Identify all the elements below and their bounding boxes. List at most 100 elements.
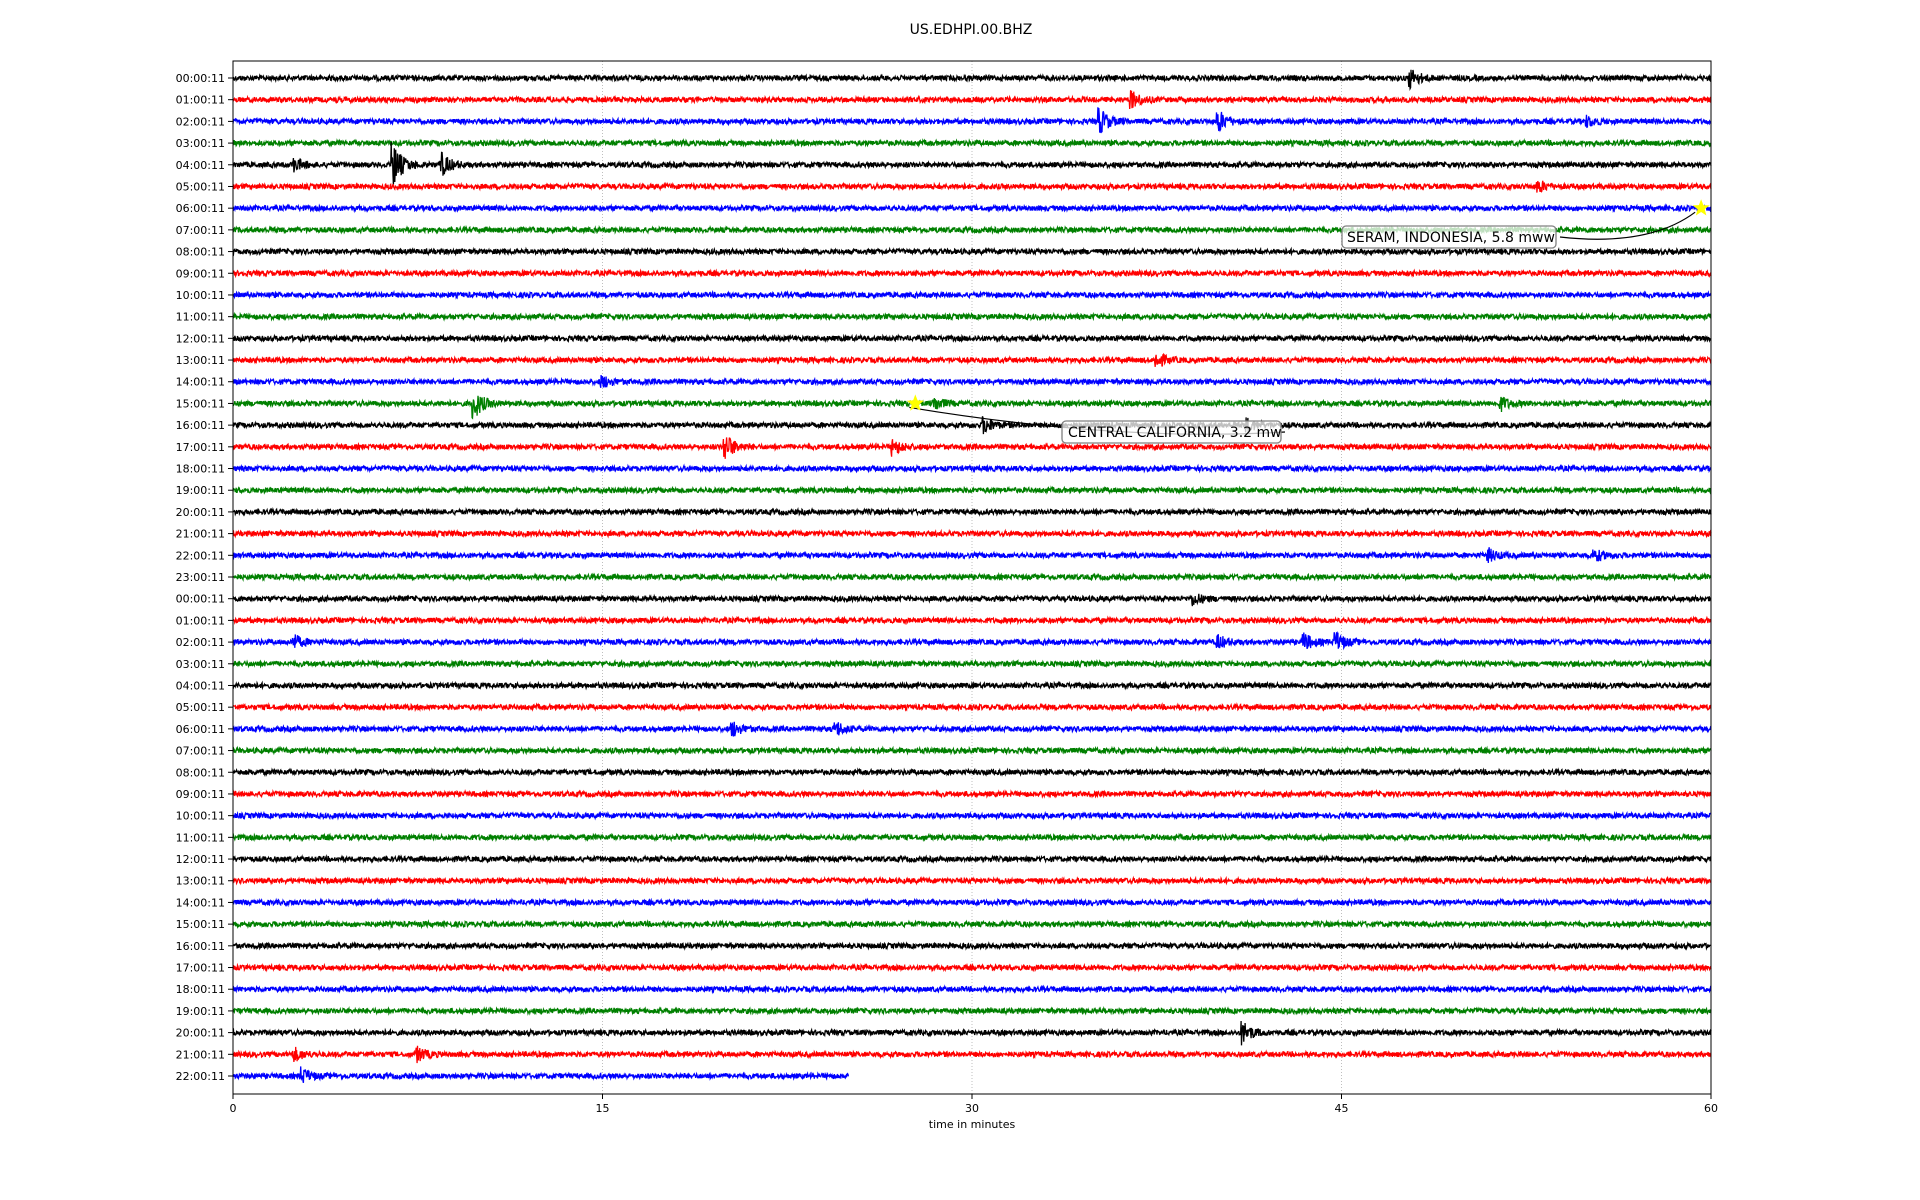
- seismic-trace: [232, 1005, 1712, 1016]
- y-tick-label: 16:00:11: [176, 419, 225, 432]
- x-tick-label: 60: [1704, 1102, 1718, 1115]
- y-tick-label: 07:00:11: [176, 745, 225, 758]
- seismic-trace: [232, 984, 1712, 995]
- y-tick-label: 08:00:11: [176, 246, 225, 259]
- y-tick-label: 20:00:11: [176, 506, 225, 519]
- seismic-trace: [232, 702, 1712, 713]
- seismic-trace: [232, 506, 1712, 518]
- y-tick-label: 23:00:11: [176, 571, 225, 584]
- y-tick-label: 07:00:11: [176, 224, 225, 237]
- y-tick-label: 06:00:11: [176, 723, 225, 736]
- seismic-trace: [232, 142, 1712, 185]
- y-tick-label: 11:00:11: [176, 311, 225, 324]
- seismic-trace: [232, 875, 1712, 886]
- annotation-box: [1341, 225, 1557, 249]
- y-tick-label: 18:00:11: [176, 463, 225, 476]
- seismic-trace: [232, 810, 1712, 821]
- annotation-label: SERAM, INDONESIA, 5.8 mww: [1347, 230, 1555, 246]
- y-tick-label: 12:00:11: [176, 332, 225, 345]
- y-tick-label: 10:00:11: [176, 810, 225, 823]
- seismic-trace: [232, 268, 1712, 279]
- x-tick-label: 45: [1335, 1102, 1349, 1115]
- seismic-trace: [232, 832, 1712, 843]
- y-tick-label: 09:00:11: [176, 267, 225, 280]
- seismic-trace: [232, 416, 1712, 435]
- y-tick-label: 11:00:11: [176, 831, 225, 844]
- seismic-trace: [232, 571, 1712, 583]
- seismic-trace: [232, 352, 1712, 367]
- y-tick-label: 21:00:11: [176, 528, 225, 541]
- y-tick-label: 06:00:11: [176, 202, 225, 215]
- chart-title: US.EDHPI.00.BHZ: [909, 22, 1033, 38]
- x-tick-label: 15: [596, 1102, 610, 1115]
- y-tick-label: 12:00:11: [176, 853, 225, 866]
- seismic-trace: [232, 374, 1712, 388]
- seismic-trace: [232, 1020, 1712, 1046]
- annotation-arrow: [1559, 211, 1696, 240]
- y-tick-label: 01:00:11: [176, 614, 225, 627]
- seismic-trace: [232, 940, 1712, 951]
- y-tick-label: 02:00:11: [176, 115, 225, 128]
- y-tick-label: 01:00:11: [176, 94, 225, 107]
- seismic-trace: [232, 395, 1712, 420]
- annotation-label: CENTRAL CALIFORNIA, 3.2 mw: [1068, 425, 1282, 441]
- y-tick-label: 03:00:11: [176, 137, 225, 150]
- seismic-trace: [232, 680, 1712, 691]
- seismic-trace: [232, 528, 1712, 539]
- x-tick-label: 0: [230, 1102, 237, 1115]
- y-tick-label: 08:00:11: [176, 766, 225, 779]
- y-tick-label: 03:00:11: [176, 658, 225, 671]
- y-tick-label: 10:00:11: [176, 289, 225, 302]
- y-tick-label: 22:00:11: [176, 1070, 225, 1083]
- seismic-trace: [232, 107, 1712, 134]
- y-tick-label: 09:00:11: [176, 788, 225, 801]
- y-tick-label: 00:00:11: [176, 72, 225, 85]
- y-tick-label: 15:00:11: [176, 918, 225, 931]
- y-tick-label: 17:00:11: [176, 962, 225, 975]
- seismic-trace: [232, 745, 1712, 756]
- y-tick-label: 14:00:11: [176, 896, 225, 909]
- seismic-trace: [232, 311, 1712, 322]
- y-tick-label: 20:00:11: [176, 1027, 225, 1040]
- seismic-trace: [232, 203, 1712, 214]
- seismic-trace: [232, 1066, 850, 1084]
- y-tick-label: 19:00:11: [176, 484, 225, 497]
- seismic-trace: [232, 485, 1712, 496]
- seismic-trace: [232, 631, 1712, 651]
- y-tick-label: 13:00:11: [176, 875, 225, 888]
- y-tick-label: 05:00:11: [176, 180, 225, 193]
- y-tick-label: 04:00:11: [176, 679, 225, 692]
- x-tick-label: 30: [965, 1102, 979, 1115]
- y-tick-label: 04:00:11: [176, 159, 225, 172]
- seismic-trace: [232, 962, 1712, 973]
- seismic-trace: [232, 137, 1712, 149]
- seismic-trace: [232, 463, 1712, 474]
- seismic-trace: [232, 69, 1712, 91]
- seismic-trace: [232, 246, 1712, 257]
- y-tick-label: 00:00:11: [176, 593, 225, 606]
- y-tick-label: 14:00:11: [176, 376, 225, 389]
- seismic-trace: [232, 90, 1712, 110]
- seismic-trace: [232, 1045, 1712, 1064]
- y-tick-label: 22:00:11: [176, 549, 225, 562]
- seismic-trace: [232, 615, 1712, 626]
- x-axis-label: time in minutes: [929, 1118, 1016, 1131]
- seismic-trace: [232, 180, 1712, 193]
- seismic-trace: [232, 289, 1712, 300]
- seismic-trace: [232, 333, 1712, 344]
- y-tick-label: 21:00:11: [176, 1048, 225, 1061]
- seismic-trace: [232, 788, 1712, 800]
- seismic-trace: [232, 658, 1712, 669]
- seismic-trace: [232, 897, 1712, 908]
- event-star-icon: [1692, 199, 1710, 216]
- y-tick-label: 17:00:11: [176, 441, 225, 454]
- seismic-trace: [232, 593, 1712, 607]
- seismic-trace: [232, 547, 1712, 564]
- seismic-trace: [232, 767, 1712, 778]
- seismic-trace: [232, 437, 1712, 459]
- y-tick-label: 13:00:11: [176, 354, 225, 367]
- event-star-icon: [906, 394, 924, 411]
- y-tick-label: 18:00:11: [176, 983, 225, 996]
- seismic-trace: [232, 919, 1712, 930]
